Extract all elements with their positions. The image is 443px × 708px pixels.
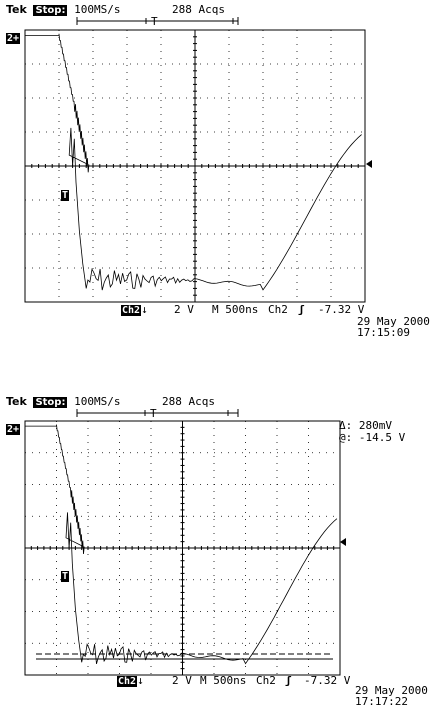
record-view-bracket <box>76 17 239 25</box>
graticule-center-axes <box>24 420 341 676</box>
run-state-badge: Stop: <box>33 5 68 16</box>
cursor-position: @: -14.5 V <box>339 431 406 444</box>
down-arrow-icon: ↓ <box>137 674 144 687</box>
sample-rate: 100MS/s <box>74 3 121 16</box>
capture-date: 29 May 2000 <box>357 315 430 328</box>
down-arrow-icon: ↓ <box>141 303 148 316</box>
channel-label: Ch2 <box>121 305 142 316</box>
record-view-bracket <box>76 409 239 417</box>
trigger-level-arrow-icon <box>340 538 346 546</box>
cursor-delta: Δ: 280mV <box>339 419 392 432</box>
rising-edge-icon: ʃ <box>285 674 292 687</box>
trigger-source: Ch2 <box>268 303 288 316</box>
trigger-level: -7.32 V <box>304 674 351 687</box>
waveform-display-top <box>24 17 372 303</box>
channel-label: Ch2 <box>117 676 138 687</box>
run-state-badge: Stop: <box>33 397 68 408</box>
brand-label: Tek <box>6 395 27 408</box>
channel-marker: 2+ <box>6 424 21 435</box>
timebase: M 500ns <box>200 674 247 687</box>
channel-marker: 2+ <box>6 33 21 44</box>
waveform-trace <box>25 33 362 291</box>
header: Tek Stop: 100MS/s <box>6 396 120 409</box>
scope-capture-bottom: Tek Stop: 100MS/s 288 Acqs T 2+ Δ: 280mV… <box>0 389 443 707</box>
capture-date: 29 May 2000 <box>355 684 428 697</box>
status-bar: Ch2↓ <box>117 675 144 688</box>
timestamp: 29 May 2000 17:17:22 <box>355 685 428 707</box>
cursor-readout: Δ: 280mV @: -14.5 V <box>339 420 405 444</box>
acquisition-count: 288 Acqs <box>162 395 215 408</box>
status-bar: Ch2↓ <box>121 304 148 317</box>
trigger-source: Ch2 <box>256 674 276 687</box>
waveform-display-bottom <box>24 409 346 676</box>
sample-rate: 100MS/s <box>74 395 121 408</box>
capture-time: 17:17:22 <box>355 695 408 708</box>
graticule-center-axes <box>24 29 366 303</box>
capture-time: 17:15:09 <box>357 326 410 339</box>
trigger-level: -7.32 V <box>318 303 365 316</box>
timestamp: 29 May 2000 17:15:09 <box>357 316 430 338</box>
header: Tek Stop: 100MS/s <box>6 4 120 17</box>
trigger-marker: T <box>61 190 70 201</box>
scope-capture-top: Tek Stop: 100MS/s 288 Acqs T 2+ T Ch2↓ 2… <box>0 0 443 345</box>
acquisition-count: 288 Acqs <box>172 3 225 16</box>
trigger-marker: T <box>61 571 70 582</box>
volts-per-div: 2 V <box>174 303 194 316</box>
waveform-trace <box>25 424 338 665</box>
brand-label: Tek <box>6 3 27 16</box>
rising-edge-icon: ʃ <box>298 303 305 316</box>
timebase: M 500ns <box>212 303 259 316</box>
volts-per-div: 2 V <box>172 674 192 687</box>
trigger-level-arrow-icon <box>366 160 372 168</box>
